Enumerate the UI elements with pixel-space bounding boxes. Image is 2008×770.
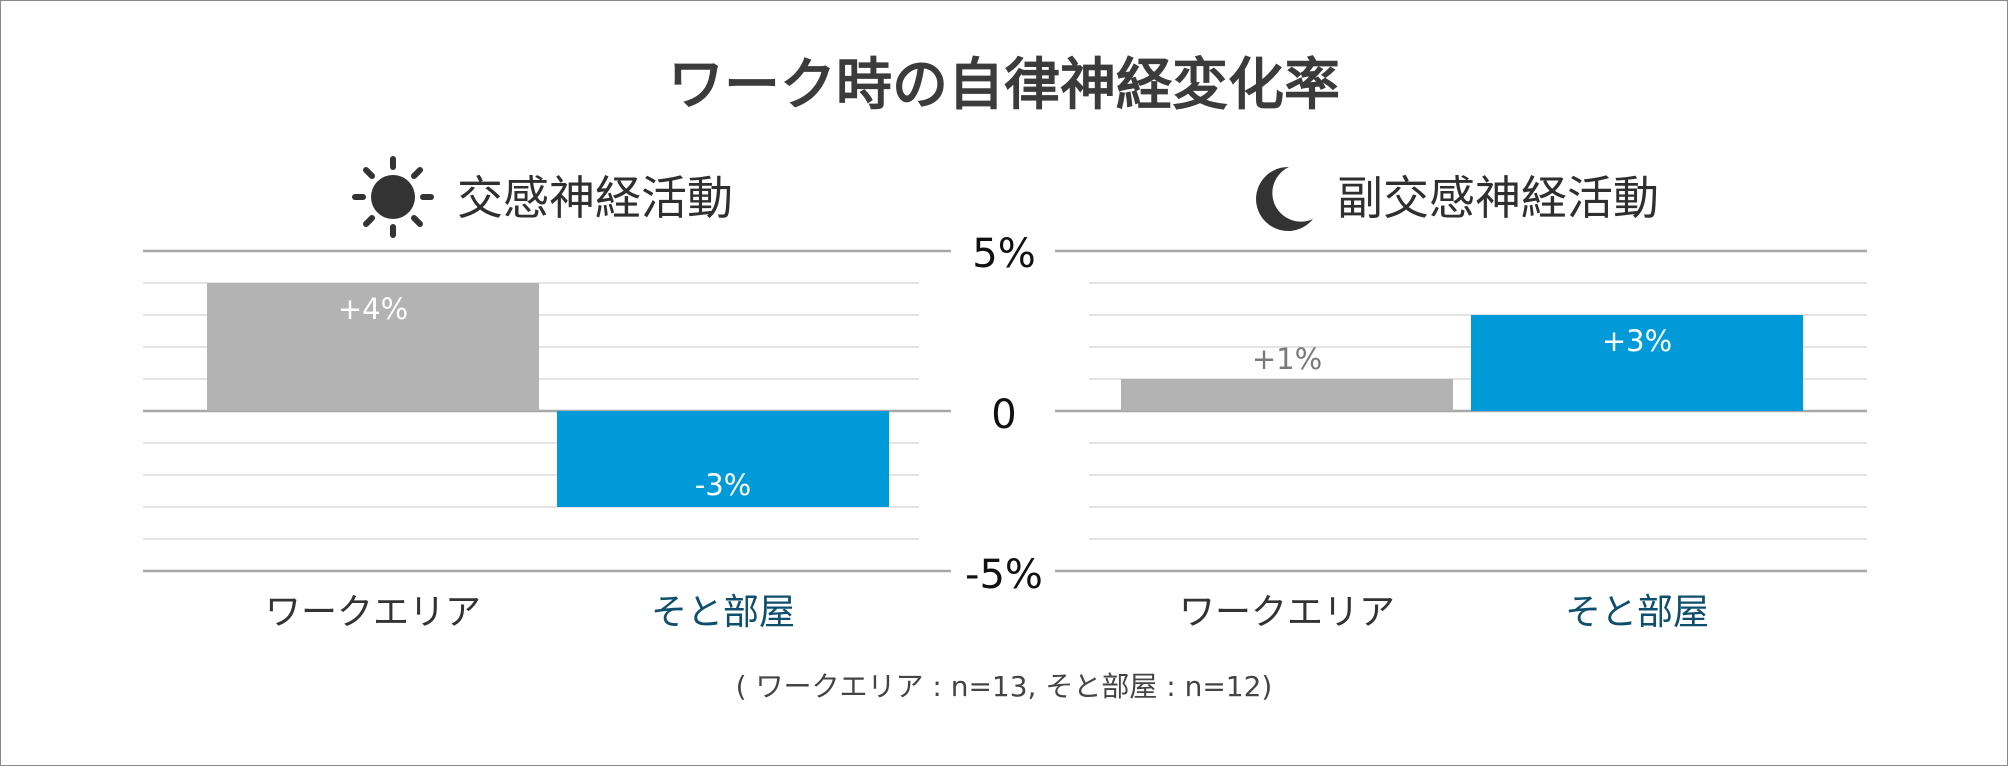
bar-work-area (207, 283, 539, 411)
bar-soto-heya (1471, 315, 1803, 411)
bar-soto-heya (557, 411, 889, 507)
data-label: +1% (1252, 342, 1322, 376)
bar-layer: +4% ワークエリア -3% そと部屋 +1% ワークエリア +3% そと部屋 (207, 283, 1803, 633)
sun-icon (352, 156, 434, 238)
moon-icon (1256, 166, 1313, 231)
panel-title-parasympathetic: 副交感神経活動 (1337, 171, 1659, 225)
axis-label-top: 5% (972, 231, 1035, 277)
category-label: ワークエリア (265, 592, 481, 633)
chart-title: ワーク時の自律神経変化率 (668, 53, 1340, 118)
data-label: +4% (338, 292, 408, 326)
data-label: -3% (695, 468, 751, 502)
category-label: そと部屋 (1565, 592, 1709, 633)
category-label: ワークエリア (1179, 592, 1395, 633)
axis-label-bottom: -5% (965, 552, 1043, 598)
data-label: +3% (1602, 324, 1672, 358)
axis-label-zero: 0 (991, 392, 1016, 438)
bar-work-area (1121, 379, 1453, 411)
sample-size-note: ( ワークエリア : n=13, そと部屋 : n=12) (736, 670, 1273, 703)
panel-title-sympathetic: 交感神経活動 (457, 171, 733, 225)
category-label: そと部屋 (651, 592, 795, 633)
